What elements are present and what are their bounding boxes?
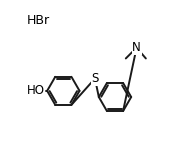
Text: HO: HO: [27, 84, 45, 97]
Text: N: N: [132, 41, 141, 54]
Text: S: S: [91, 72, 99, 85]
Text: HBr: HBr: [27, 14, 50, 27]
